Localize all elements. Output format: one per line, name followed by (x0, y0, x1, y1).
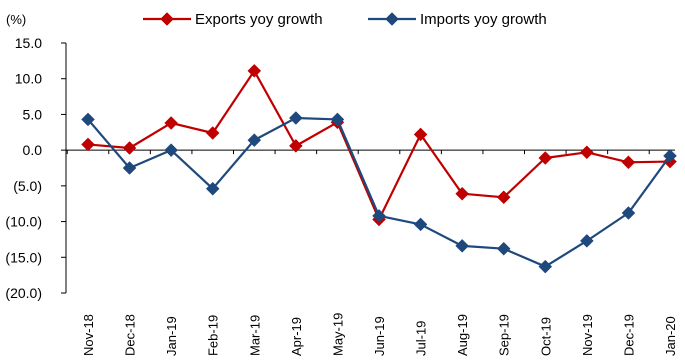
data-point (289, 139, 303, 153)
y-tick-label: (15.0) (5, 249, 42, 265)
y-axis-unit-label: (%) (6, 12, 26, 27)
data-point (413, 127, 428, 142)
y-axis: 15.0 10.0 5.0 0.0 (5.0) (10.0) (15.0) (20.0) (5, 35, 67, 301)
x-tick-label: Mar-19 (247, 315, 262, 356)
data-point (455, 186, 469, 201)
data-point (205, 181, 220, 196)
data-point (580, 145, 594, 160)
data-point (81, 137, 95, 152)
series-group (81, 64, 677, 274)
data-point (621, 206, 636, 220)
data-point (205, 126, 220, 140)
data-point (621, 155, 636, 170)
data-point (663, 149, 677, 163)
x-tick-label: Feb-19 (206, 315, 221, 356)
x-tick-label: Apr-19 (289, 317, 304, 356)
x-tick-label: Nov-18 (81, 314, 96, 356)
y-tick-label: 15.0 (15, 35, 42, 51)
data-point (580, 234, 594, 248)
data-point (122, 141, 137, 155)
data-point (455, 239, 469, 253)
legend-marker (160, 12, 174, 26)
data-point (538, 151, 553, 165)
legend-marker (385, 12, 399, 26)
x-tick-label: Oct-19 (538, 317, 553, 356)
y-tick-label: 10.0 (15, 71, 42, 87)
data-point (247, 133, 262, 147)
data-point (164, 116, 178, 130)
legend-item: Imports yoy growth (368, 11, 547, 28)
data-point (496, 190, 511, 205)
y-tick-label: (5.0) (13, 178, 42, 194)
x-tick-label: Dec-18 (123, 314, 138, 356)
x-tick-label: Jul-19 (414, 321, 429, 356)
y-tick-label: 5.0 (23, 106, 43, 122)
series-imports (81, 111, 677, 274)
data-point (122, 161, 137, 175)
x-tick-label: Jan-20 (663, 316, 678, 356)
legend: Exports yoy growth Imports yoy growth (143, 11, 547, 28)
legend-label: Exports yoy growth (195, 11, 323, 28)
x-axis: Nov-18 Dec-18 Jan-19 Feb-19 Mar-19 Apr-19 May-… (66, 149, 678, 356)
x-tick-label: May-19 (330, 313, 345, 356)
series-line (87, 116, 671, 268)
x-tick-label: Nov-19 (580, 314, 595, 356)
y-tick-label: 0.0 (23, 142, 43, 158)
data-point (164, 143, 178, 157)
legend-item: Exports yoy growth (143, 11, 323, 28)
data-point (413, 217, 428, 232)
data-point (289, 111, 303, 125)
legend-label: Imports yoy growth (420, 11, 547, 28)
x-tick-label: Dec-19 (621, 314, 636, 356)
x-tick-label: Aug-19 (455, 314, 470, 356)
data-point (496, 241, 511, 256)
data-point (247, 64, 262, 78)
series-line (87, 69, 671, 221)
x-tick-label: Jun-19 (372, 316, 387, 356)
data-point (372, 209, 386, 223)
x-tick-label: Jan-19 (164, 316, 179, 356)
y-tick-label: (20.0) (5, 285, 42, 301)
data-point (81, 112, 95, 127)
data-point (538, 259, 553, 274)
y-tick-label: (10.0) (5, 214, 42, 230)
data-point (330, 112, 345, 127)
x-tick-label: Sep-19 (497, 314, 512, 356)
